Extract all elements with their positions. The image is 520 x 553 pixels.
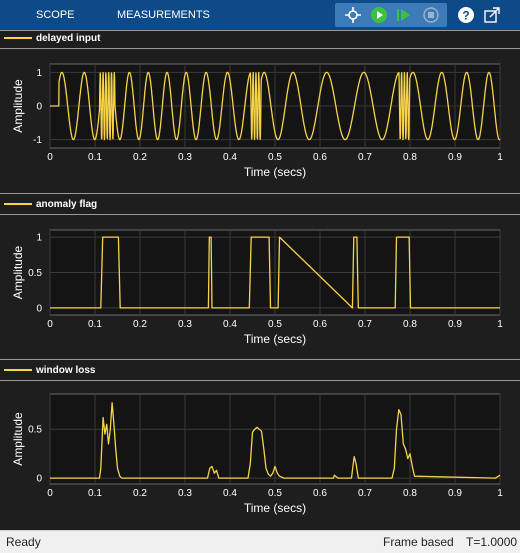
y-tick-label: 0.5 (28, 425, 42, 436)
scope-area: delayed input anomaly flag window loss 0… (0, 30, 520, 530)
x-tick-label: 1 (497, 319, 503, 330)
legend-line (4, 203, 32, 205)
y-tick-label: 0 (36, 102, 42, 113)
x-tick-label: 0.2 (133, 488, 147, 499)
x-tick-label: 0.7 (358, 488, 372, 499)
x-tick-label: 0.5 (268, 488, 282, 499)
status-bar: Ready Frame based T=1.0000 (0, 530, 520, 553)
panel-separator (0, 30, 520, 31)
trace-line (50, 236, 500, 309)
y-tick-label: 0.5 (28, 268, 42, 279)
legend[interactable]: delayed input (4, 30, 100, 46)
step-forward-icon[interactable] (394, 4, 414, 26)
plot-panel-2: 0 0.1 0.2 0.3 0.4 0.5 0.6 0.7 0.8 0.9 1 0.5 0 Time (s… (11, 393, 503, 515)
x-tick-label: 0.1 (88, 319, 102, 330)
help-icon[interactable]: ? (456, 4, 476, 26)
status-mode: Frame based (383, 535, 454, 549)
plot-panel-1: 0 0.1 0.2 0.3 0.4 0.5 0.6 0.7 0.8 0.9 1 1 0.5 0 Time (… (11, 229, 503, 346)
x-tick-label: 0.9 (448, 152, 462, 163)
x-tick-label: 0 (47, 152, 53, 163)
tab-scope[interactable]: SCOPE (36, 9, 75, 21)
status-time: T=1.0000 (466, 535, 518, 549)
legend-line (4, 369, 32, 371)
y-tick-label: 0 (36, 474, 42, 485)
y-tick-label: 0 (36, 303, 42, 314)
x-tick-label: 0.2 (133, 319, 147, 330)
x-tick-label: 0.4 (223, 152, 237, 163)
svg-text:?: ? (462, 9, 469, 23)
x-tick-label: 0.4 (223, 488, 237, 499)
x-axis-label: Time (secs) (244, 501, 306, 515)
x-tick-label: 0 (47, 319, 53, 330)
y-axis-label: Amplitude (11, 246, 25, 300)
legend-line (4, 37, 32, 39)
x-tick-label: 0.9 (448, 319, 462, 330)
y-tick-label: 1 (36, 233, 42, 244)
y-axis-label: Amplitude (11, 79, 25, 133)
x-tick-label: 0.4 (223, 319, 237, 330)
status-state: Ready (6, 535, 41, 549)
y-tick-label: 1 (36, 68, 42, 79)
trace-line (50, 402, 501, 479)
panel-separator (0, 193, 520, 194)
panel-separator (0, 380, 520, 381)
x-tick-label: 0.7 (358, 152, 372, 163)
x-tick-label: 1 (497, 152, 503, 163)
panel-separator (0, 48, 520, 49)
legend-label: anomaly flag (36, 198, 98, 210)
x-tick-label: 0.2 (133, 152, 147, 163)
x-tick-label: 0.5 (268, 319, 282, 330)
panel-separator (0, 214, 520, 215)
x-axis-label: Time (secs) (244, 332, 306, 346)
signal-selector-icon[interactable] (343, 4, 363, 26)
x-tick-label: 0.1 (88, 488, 102, 499)
stop-icon[interactable] (421, 4, 441, 26)
x-tick-label: 0.8 (403, 319, 417, 330)
x-tick-label: 0 (47, 488, 53, 499)
trace-line (49, 71, 501, 141)
undock-icon[interactable] (482, 4, 502, 26)
x-tick-label: 0.9 (448, 488, 462, 499)
legend[interactable]: anomaly flag (4, 196, 97, 212)
x-tick-label: 0.7 (358, 319, 372, 330)
tab-measurements[interactable]: MEASUREMENTS (117, 9, 210, 21)
x-tick-label: 0.6 (313, 319, 327, 330)
y-axis-label: Amplitude (11, 412, 25, 466)
plots-canvas: 0 0.1 0.2 0.3 0.4 0.5 0.6 0.7 0.8 0.9 1 1 0 -1 Time (s… (11, 63, 503, 515)
x-tick-label: 0.6 (313, 488, 327, 499)
plot-panel-0: 0 0.1 0.2 0.3 0.4 0.5 0.6 0.7 0.8 0.9 1 1 0 -1 Time (s… (11, 63, 503, 179)
x-tick-label: 0.6 (313, 152, 327, 163)
panel-separator (0, 359, 520, 360)
x-tick-label: 1 (497, 488, 503, 499)
x-tick-label: 0.8 (403, 152, 417, 163)
x-tick-label: 0.3 (178, 488, 192, 499)
legend[interactable]: window loss (4, 362, 95, 378)
x-tick-label: 0.1 (88, 152, 102, 163)
x-tick-label: 0.3 (178, 152, 192, 163)
legend-label: window loss (36, 364, 96, 376)
x-axis-label: Time (secs) (244, 165, 306, 179)
run-icon[interactable] (369, 4, 389, 26)
y-tick-label: -1 (33, 135, 42, 146)
x-tick-label: 0.3 (178, 319, 192, 330)
x-tick-label: 0.5 (268, 152, 282, 163)
x-tick-label: 0.8 (403, 488, 417, 499)
legend-label: delayed input (36, 32, 101, 44)
toolbar: SCOPE MEASUREMENTS ? (0, 0, 520, 30)
